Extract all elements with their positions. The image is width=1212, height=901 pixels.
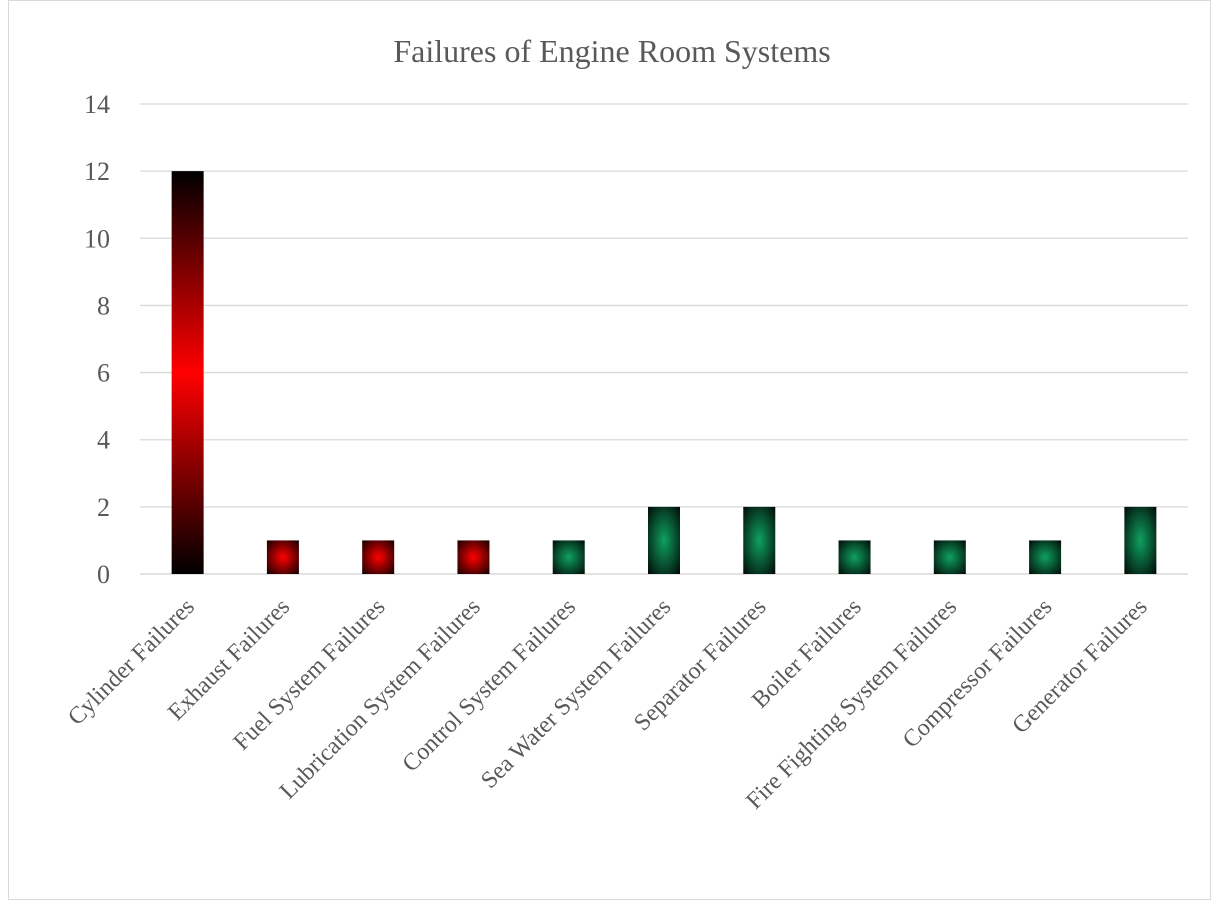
bar <box>1124 506 1157 574</box>
bar <box>1029 540 1062 574</box>
y-tick-label: 14 <box>84 90 110 119</box>
y-tick-label: 0 <box>97 560 110 589</box>
bar <box>838 540 871 574</box>
chart-title: Failures of Engine Room Systems <box>393 33 830 69</box>
x-tick-label: Control System Failures <box>398 594 581 777</box>
bar <box>552 540 585 574</box>
chart-frame <box>8 0 1211 900</box>
y-tick-label: 12 <box>84 157 110 186</box>
y-tick-label: 10 <box>84 224 110 253</box>
bar <box>743 506 776 574</box>
x-tick-label: Sea Water System Failures <box>476 594 676 794</box>
x-tick-label: Lubrication System Failures <box>275 594 486 805</box>
bar <box>457 540 490 574</box>
bar <box>171 171 204 574</box>
y-tick-label: 6 <box>97 359 110 388</box>
bar <box>648 506 680 574</box>
bar <box>362 540 395 574</box>
y-tick-label: 2 <box>97 493 110 522</box>
y-tick-label: 4 <box>97 426 110 455</box>
bar <box>266 540 299 574</box>
bar <box>933 540 966 574</box>
y-tick-label: 8 <box>97 291 110 320</box>
